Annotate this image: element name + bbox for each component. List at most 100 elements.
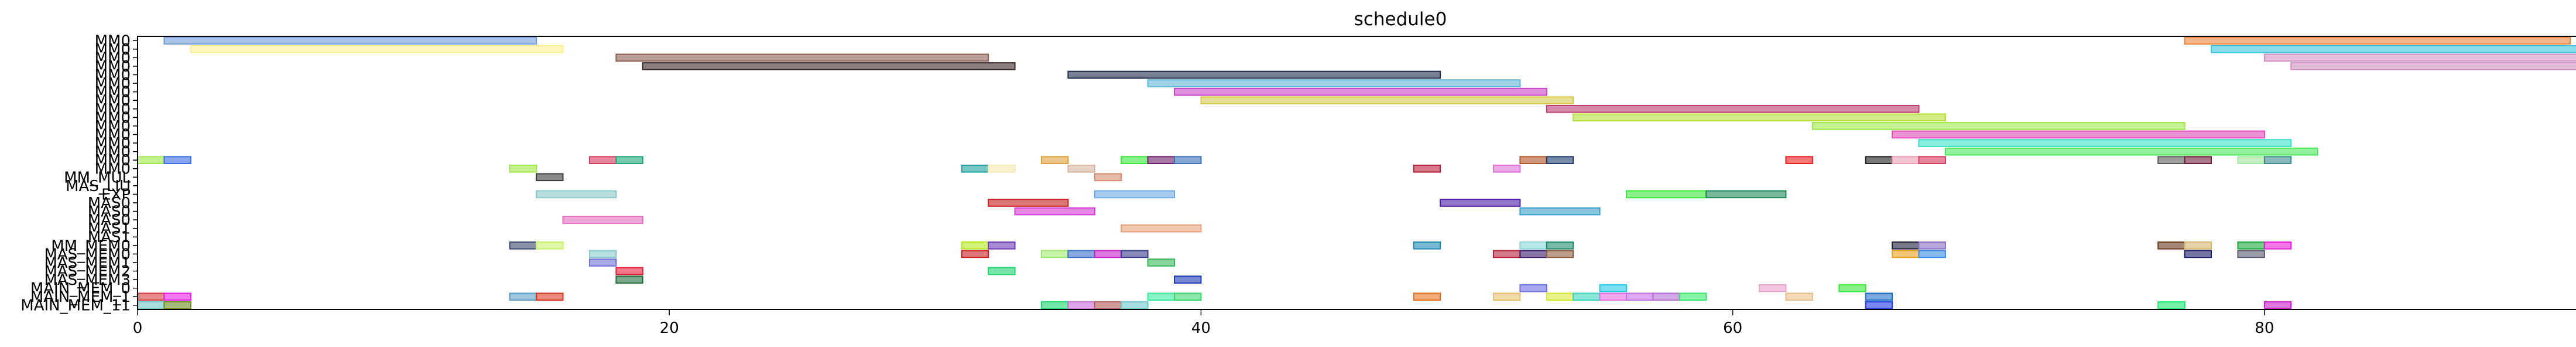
task-bar — [1493, 251, 1520, 258]
task-bar — [536, 174, 563, 181]
task-bar — [164, 37, 536, 44]
task-bar — [510, 242, 536, 249]
task-bar — [1866, 302, 1892, 309]
task-bar — [1068, 72, 1440, 79]
task-bar — [138, 293, 164, 300]
task-bar — [988, 165, 1015, 172]
task-bar — [1095, 302, 1121, 309]
task-bar — [1919, 242, 1945, 249]
task-bar — [1786, 157, 1812, 164]
task-bar — [536, 191, 616, 198]
task-bar — [962, 165, 988, 172]
task-bar — [1493, 293, 1520, 300]
task-bar — [1068, 251, 1094, 258]
task-bar — [616, 276, 642, 283]
task-bar — [1174, 293, 1201, 300]
task-bar — [2238, 242, 2264, 249]
task-bar — [138, 157, 164, 164]
task-bar — [1148, 80, 1520, 87]
task-bar — [1892, 242, 1919, 249]
task-bar — [1653, 293, 1679, 300]
task-bar — [616, 157, 642, 164]
task-bar — [164, 293, 190, 300]
task-bar — [2158, 242, 2184, 249]
task-bar — [164, 157, 190, 164]
task-bar — [510, 165, 536, 172]
task-bar — [1042, 251, 1068, 258]
task-bar — [1813, 123, 2185, 130]
task-bar — [1892, 131, 2265, 138]
task-bar — [191, 46, 563, 53]
y-tick-label: MAIN_MEM_11 — [20, 297, 131, 315]
task-bar — [590, 251, 616, 258]
task-bar — [590, 259, 616, 266]
task-bar — [1520, 251, 1546, 258]
task-bar — [2158, 157, 2184, 164]
task-bar — [164, 302, 190, 309]
task-bar — [1520, 208, 1599, 215]
task-bar — [1068, 165, 1094, 172]
task-bar — [1600, 293, 1626, 300]
task-bar — [2265, 242, 2291, 249]
task-bar — [2265, 55, 2576, 62]
task-bar — [1600, 285, 1626, 292]
task-bar — [1547, 106, 1919, 113]
task-bar — [1493, 165, 1520, 172]
task-bar — [1148, 259, 1174, 266]
task-bar — [1547, 242, 1573, 249]
task-bar — [1520, 285, 1546, 292]
task-bar — [536, 242, 563, 249]
task-bar — [2185, 251, 2211, 258]
task-bar — [2185, 242, 2211, 249]
task-bar — [1174, 157, 1201, 164]
task-bar — [616, 55, 988, 62]
task-bar — [988, 199, 1068, 206]
task-bar — [962, 251, 988, 258]
task-bar — [1068, 302, 1094, 309]
task-bar — [1015, 208, 1095, 215]
x-tick-label: 20 — [660, 319, 679, 337]
task-bar — [1042, 157, 1068, 164]
x-tick-label: 60 — [1723, 319, 1742, 337]
task-bar — [2158, 302, 2184, 309]
task-bar — [988, 268, 1015, 275]
task-bar — [1414, 242, 1440, 249]
task-bar — [1121, 225, 1201, 232]
task-bar — [590, 157, 616, 164]
task-bar — [643, 63, 1015, 70]
task-bar — [2265, 302, 2291, 309]
task-bar — [2265, 157, 2291, 164]
task-bar — [1892, 157, 1919, 164]
task-bar — [2291, 63, 2576, 70]
task-bar — [1201, 97, 1573, 104]
task-bar — [563, 216, 643, 223]
task-bar — [2238, 251, 2264, 258]
task-bar — [1095, 251, 1121, 258]
x-tick-labels: 0 20 40 60 80 — [133, 309, 2274, 337]
task-bar — [1626, 293, 1653, 300]
task-bar — [1573, 114, 1945, 121]
task-bars — [138, 37, 2576, 308]
task-bar — [1945, 148, 2318, 155]
task-bar — [988, 242, 1015, 249]
task-bar — [1547, 293, 1573, 300]
task-bar — [536, 293, 563, 300]
task-bar — [1919, 140, 2291, 147]
task-bar — [510, 293, 536, 300]
task-bar — [1573, 293, 1599, 300]
task-bar — [1866, 157, 1892, 164]
task-bar — [1414, 165, 1440, 172]
task-bar — [1095, 174, 1121, 181]
x-tick-label: 0 — [133, 319, 143, 337]
task-bar — [1121, 157, 1147, 164]
task-bar — [962, 242, 988, 249]
task-bar — [1148, 157, 1174, 164]
task-bar — [1440, 199, 1520, 206]
task-bar — [138, 302, 164, 309]
task-bar — [2238, 157, 2264, 164]
task-bar — [1680, 293, 1706, 300]
task-bar — [616, 268, 642, 275]
task-bar — [1121, 302, 1147, 309]
task-bar — [2185, 157, 2211, 164]
